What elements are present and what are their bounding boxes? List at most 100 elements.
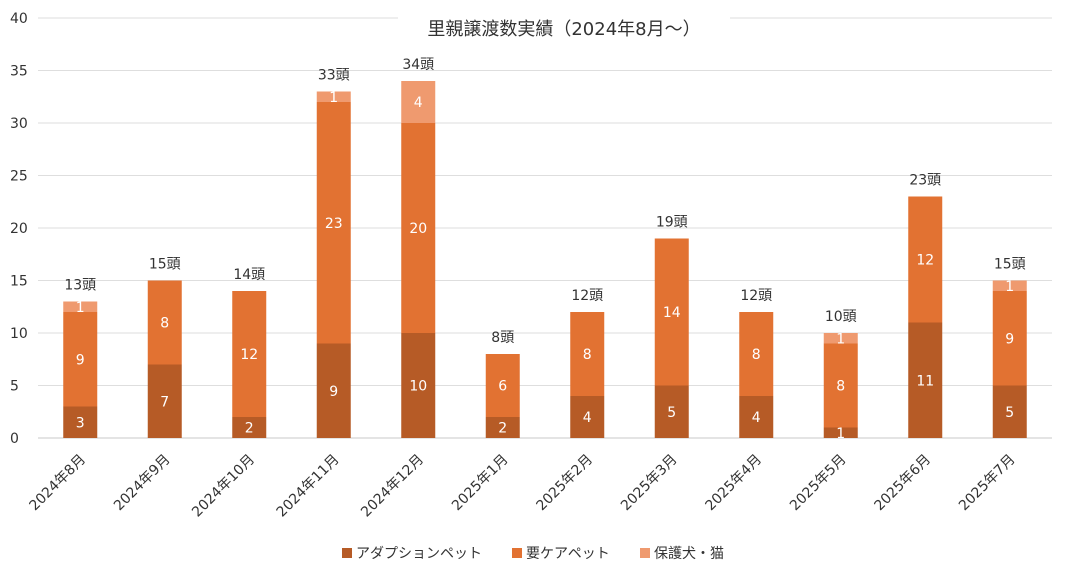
y-tick-label: 40 [10, 11, 28, 27]
bar-segment [570, 312, 605, 396]
segment-value-label: 20 [409, 221, 427, 237]
x-tick-label: 2025年3月 [618, 452, 681, 515]
title-background [398, 12, 730, 44]
bar-segment [485, 417, 520, 438]
segment-value-label: 6 [498, 379, 507, 395]
y-tick-label: 10 [10, 326, 28, 342]
segment-value-label: 4 [414, 95, 423, 111]
bar-segment [992, 291, 1027, 386]
x-tick-label: 2024年8月 [26, 452, 89, 515]
segment-value-label: 9 [76, 352, 85, 368]
x-tick-label: 2025年6月 [871, 452, 934, 515]
total-label: 14頭 [233, 267, 265, 283]
chart-title: 里親譲渡数実績（2024年8月～） [427, 19, 700, 40]
y-tick-label: 20 [10, 221, 28, 237]
segment-value-label: 23 [325, 216, 343, 232]
bar-segment [316, 102, 351, 344]
segment-value-label: 7 [160, 394, 169, 410]
x-tick-label: 2025年4月 [702, 452, 765, 515]
segment-value-label: 8 [583, 347, 592, 363]
bar-segment [823, 343, 858, 428]
gridlines [38, 17, 1052, 439]
segment-value-label: 1 [76, 300, 85, 316]
total-label: 15頭 [994, 257, 1026, 273]
bar-segment [401, 123, 436, 333]
segment-value-label: 12 [240, 347, 258, 363]
segment-value-label: 5 [667, 405, 676, 421]
bar-segment [63, 312, 98, 407]
segment-value-label: 3 [76, 415, 85, 431]
segment-value-label: 8 [752, 347, 761, 363]
legend-swatch [342, 548, 352, 558]
segment-value-label: 11 [916, 373, 934, 389]
legend: アダプションペット 要ケアペット 保護犬・猫 [342, 546, 724, 562]
segment-value-label: 4 [583, 410, 592, 426]
x-tick-label: 2024年12月 [358, 452, 427, 521]
segment-value-label: 9 [329, 384, 338, 400]
total-label: 33頭 [318, 68, 350, 84]
bar-segment [908, 196, 943, 323]
total-label: 13頭 [64, 278, 96, 294]
segment-value-label: 2 [245, 421, 254, 437]
y-tick-label: 35 [10, 64, 28, 80]
bars [63, 81, 1027, 438]
y-tick-label: 5 [10, 379, 19, 395]
total-label: 23頭 [909, 173, 941, 189]
bar-segment [570, 396, 605, 438]
bar-segment [654, 385, 689, 438]
segment-value-label: 10 [409, 379, 427, 395]
legend-swatch [640, 548, 650, 558]
segment-value-label: 1 [1005, 279, 1014, 295]
bar-segment [908, 322, 943, 438]
segment-value-label: 4 [752, 410, 761, 426]
segment-value-label: 1 [836, 426, 845, 442]
bar-segment [739, 312, 774, 396]
legend-label: アダプションペット [356, 546, 482, 562]
x-tick-label: 2025年5月 [787, 452, 850, 515]
total-label: 12頭 [740, 288, 772, 304]
x-tick-label: 2024年9月 [111, 452, 174, 515]
bar-segment [823, 427, 858, 438]
x-tick-label: 2025年2月 [533, 452, 596, 515]
total-label: 15頭 [149, 257, 181, 273]
segment-value-label: 5 [1005, 405, 1014, 421]
total-label: 19頭 [656, 215, 688, 231]
total-label: 8頭 [491, 330, 514, 346]
bar-segment [823, 333, 858, 344]
bar-segment [232, 291, 267, 417]
x-tick-label: 2025年7月 [956, 452, 1019, 515]
y-tick-label: 0 [10, 431, 19, 447]
bar-segment [232, 417, 267, 438]
segment-value-label: 9 [1005, 331, 1014, 347]
bar-segment [992, 385, 1027, 438]
total-label: 10頭 [825, 309, 857, 325]
segment-value-label: 8 [160, 316, 169, 332]
segment-value-label: 1 [329, 90, 338, 106]
segment-value-label: 1 [836, 331, 845, 347]
bar-segment [63, 406, 98, 438]
bar-segment [316, 91, 351, 102]
x-tick-label: 2024年10月 [189, 452, 258, 521]
data-labels: 39113頭7815頭21214頭923133頭1020434頭268頭4812… [64, 57, 1025, 442]
y-axis: 0 5 10 15 20 25 30 35 40 [10, 11, 28, 447]
bar-segment [147, 364, 182, 438]
legend-label: 保護犬・猫 [654, 546, 724, 562]
y-tick-label: 15 [10, 274, 28, 290]
legend-swatch [512, 548, 522, 558]
bar-segment [63, 301, 98, 312]
segment-value-label: 2 [498, 421, 507, 437]
segment-value-label: 12 [916, 253, 934, 269]
x-tick-label: 2025年1月 [449, 452, 512, 515]
total-label: 12頭 [571, 288, 603, 304]
total-label: 34頭 [402, 57, 434, 73]
bar-segment [147, 280, 182, 365]
x-axis: 2024年8月 2024年9月 2024年10月 2024年11月 2024年12月 20… [26, 452, 1018, 521]
y-tick-label: 30 [10, 116, 28, 132]
y-tick-label: 25 [10, 169, 28, 185]
x-tick-label: 2024年11月 [274, 452, 343, 521]
segment-value-label: 14 [663, 305, 681, 321]
legend-label: 要ケアペット [526, 546, 610, 562]
bar-segment [654, 238, 689, 386]
